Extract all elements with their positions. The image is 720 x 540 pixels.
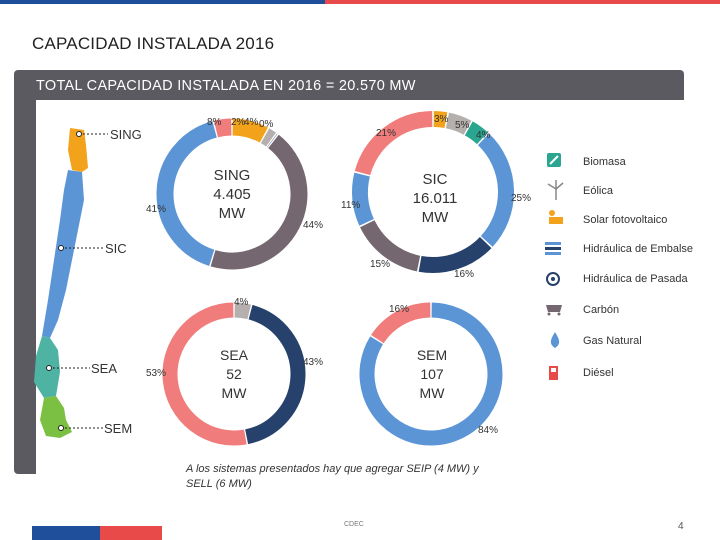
sic-label-pasada: 16% bbox=[454, 269, 475, 280]
sic-label-diesel: 21% bbox=[376, 128, 397, 139]
legend-gas: Gas Natural bbox=[583, 335, 642, 347]
sem-label-diesel: 16% bbox=[389, 304, 410, 315]
sing-center-text: SING 4.405 MW bbox=[196, 166, 268, 223]
sic-label-carbon: 15% bbox=[370, 259, 391, 270]
sing-label-pasada: 0% bbox=[259, 119, 274, 130]
map-region-sic bbox=[42, 170, 84, 338]
legend-solar: Solar fotovoltaico bbox=[583, 214, 668, 226]
sea-label-pasada: 43% bbox=[303, 357, 324, 368]
sing-label-eolica: 2% bbox=[231, 117, 246, 128]
top-stripe-blue bbox=[0, 0, 325, 4]
sic-label-biomasa: 4% bbox=[476, 130, 491, 141]
sing-slice-carb-n bbox=[210, 134, 308, 270]
sing-label-diesel: 4% bbox=[244, 117, 259, 128]
gas-drop-icon bbox=[550, 332, 560, 348]
sic-slice-hidr-ulica-de-embalse bbox=[477, 133, 514, 247]
bottom-stripe-red bbox=[100, 526, 162, 540]
map-region-sem bbox=[40, 396, 72, 438]
sem-center-text: SEM 107 MW bbox=[400, 346, 464, 403]
legend-icons bbox=[545, 153, 564, 380]
system-label-sea: SEA bbox=[91, 361, 118, 376]
panel-title: TOTAL CAPACIDAD INSTALADA EN 2016 = 20.5… bbox=[36, 78, 416, 94]
sic-label-embalse: 25% bbox=[511, 193, 532, 204]
sea-center-text: SEA 52 MW bbox=[202, 346, 266, 403]
sic-slice-biomasa bbox=[464, 121, 488, 145]
sing-center-line-2: 4.405 bbox=[213, 186, 251, 203]
sea-slice-hidr-ulica-de-pasada bbox=[244, 304, 306, 445]
sem-center-line-1: SEM bbox=[416, 347, 448, 363]
solar-panel-icon bbox=[549, 210, 563, 224]
sing-slice-solar-fotovoltaico bbox=[232, 118, 268, 143]
footer-logo: CDEC bbox=[344, 521, 364, 528]
sic-slice-carb-n bbox=[360, 220, 421, 272]
map-region-sing bbox=[68, 128, 88, 172]
sing-label-gas: 41% bbox=[146, 204, 167, 215]
sic-center-text: SIC 16.011 MW bbox=[397, 170, 473, 227]
system-label-sic: SIC bbox=[105, 241, 127, 256]
legend-diesel: Diésel bbox=[583, 367, 614, 379]
sing-center-line-3: MW bbox=[218, 205, 246, 222]
sem-label-gas: 84% bbox=[478, 425, 499, 436]
sem-marker bbox=[58, 425, 64, 431]
sic-label-eolica: 5% bbox=[455, 120, 470, 131]
legend-pasada: Hidráulica de Pasada bbox=[583, 273, 688, 285]
sing-marker bbox=[76, 131, 82, 137]
sing-center-line-1: SING bbox=[213, 167, 251, 184]
bottom-stripe-blue bbox=[32, 526, 100, 540]
sic-slice-solar-fotovoltaico bbox=[433, 111, 448, 129]
sea-center-line-3: MW bbox=[221, 385, 247, 401]
sic-slice-e-lica bbox=[445, 112, 472, 135]
dam-icon bbox=[545, 242, 561, 255]
sea-slice-e-lica bbox=[234, 302, 252, 320]
footnote: A los sistemas presentados hay que agreg… bbox=[186, 463, 479, 490]
sic-center-line-1: SIC bbox=[422, 171, 448, 188]
top-stripe bbox=[0, 0, 720, 4]
top-stripe-red bbox=[325, 0, 720, 4]
sic-marker bbox=[58, 245, 64, 251]
sem-slice-di-sel bbox=[371, 302, 431, 344]
page-number: 4 bbox=[678, 521, 684, 532]
sea-center-line-1: SEA bbox=[219, 347, 248, 363]
sic-label-solar: 3% bbox=[434, 114, 449, 125]
sic-slice-di-sel bbox=[354, 111, 433, 176]
fuel-pump-icon bbox=[549, 366, 558, 380]
legend-carbon: Carbón bbox=[583, 304, 620, 316]
legend-embalse: Hidráulica de Embalse bbox=[583, 243, 694, 255]
sea-slice-di-sel bbox=[162, 302, 247, 446]
sic-center-line-2: 16.011 bbox=[412, 190, 458, 207]
chile-map bbox=[34, 128, 108, 438]
sing-slice-di-sel bbox=[213, 118, 232, 138]
sing-slice-e-lica bbox=[260, 128, 276, 147]
sic-label-gas: 11% bbox=[341, 200, 361, 211]
sic-slice-gas-natural bbox=[352, 172, 375, 226]
sic-center-line-3: MW bbox=[421, 209, 449, 226]
sea-label-diesel: 53% bbox=[146, 368, 167, 379]
sea-marker bbox=[46, 365, 52, 371]
sea-label-eolica: 4% bbox=[234, 297, 249, 308]
system-label-sing: SING bbox=[110, 127, 142, 142]
biomass-icon bbox=[547, 153, 561, 167]
donut-charts bbox=[156, 111, 514, 446]
legend-biomasa: Biomasa bbox=[583, 156, 626, 168]
sing-slice-gas-natural bbox=[156, 121, 218, 266]
sea-center-line-2: 52 bbox=[226, 366, 242, 382]
sem-slice-gas-natural bbox=[359, 302, 503, 446]
system-label-sem: SEM bbox=[104, 421, 133, 436]
sic-slice-hidr-ulica-de-pasada bbox=[418, 236, 492, 273]
coal-cart-icon bbox=[546, 305, 562, 316]
sem-center-line-3: MW bbox=[419, 385, 445, 401]
legend-eolica: Eólica bbox=[583, 185, 613, 197]
water-wheel-icon bbox=[546, 272, 560, 286]
sing-label-solar: 8% bbox=[207, 117, 222, 128]
page-title: CAPACIDAD INSTALADA 2016 bbox=[32, 34, 275, 53]
sem-center-line-2: 107 bbox=[420, 366, 444, 382]
sing-label-carbon: 44% bbox=[303, 220, 324, 231]
wind-turbine-icon bbox=[547, 180, 564, 200]
